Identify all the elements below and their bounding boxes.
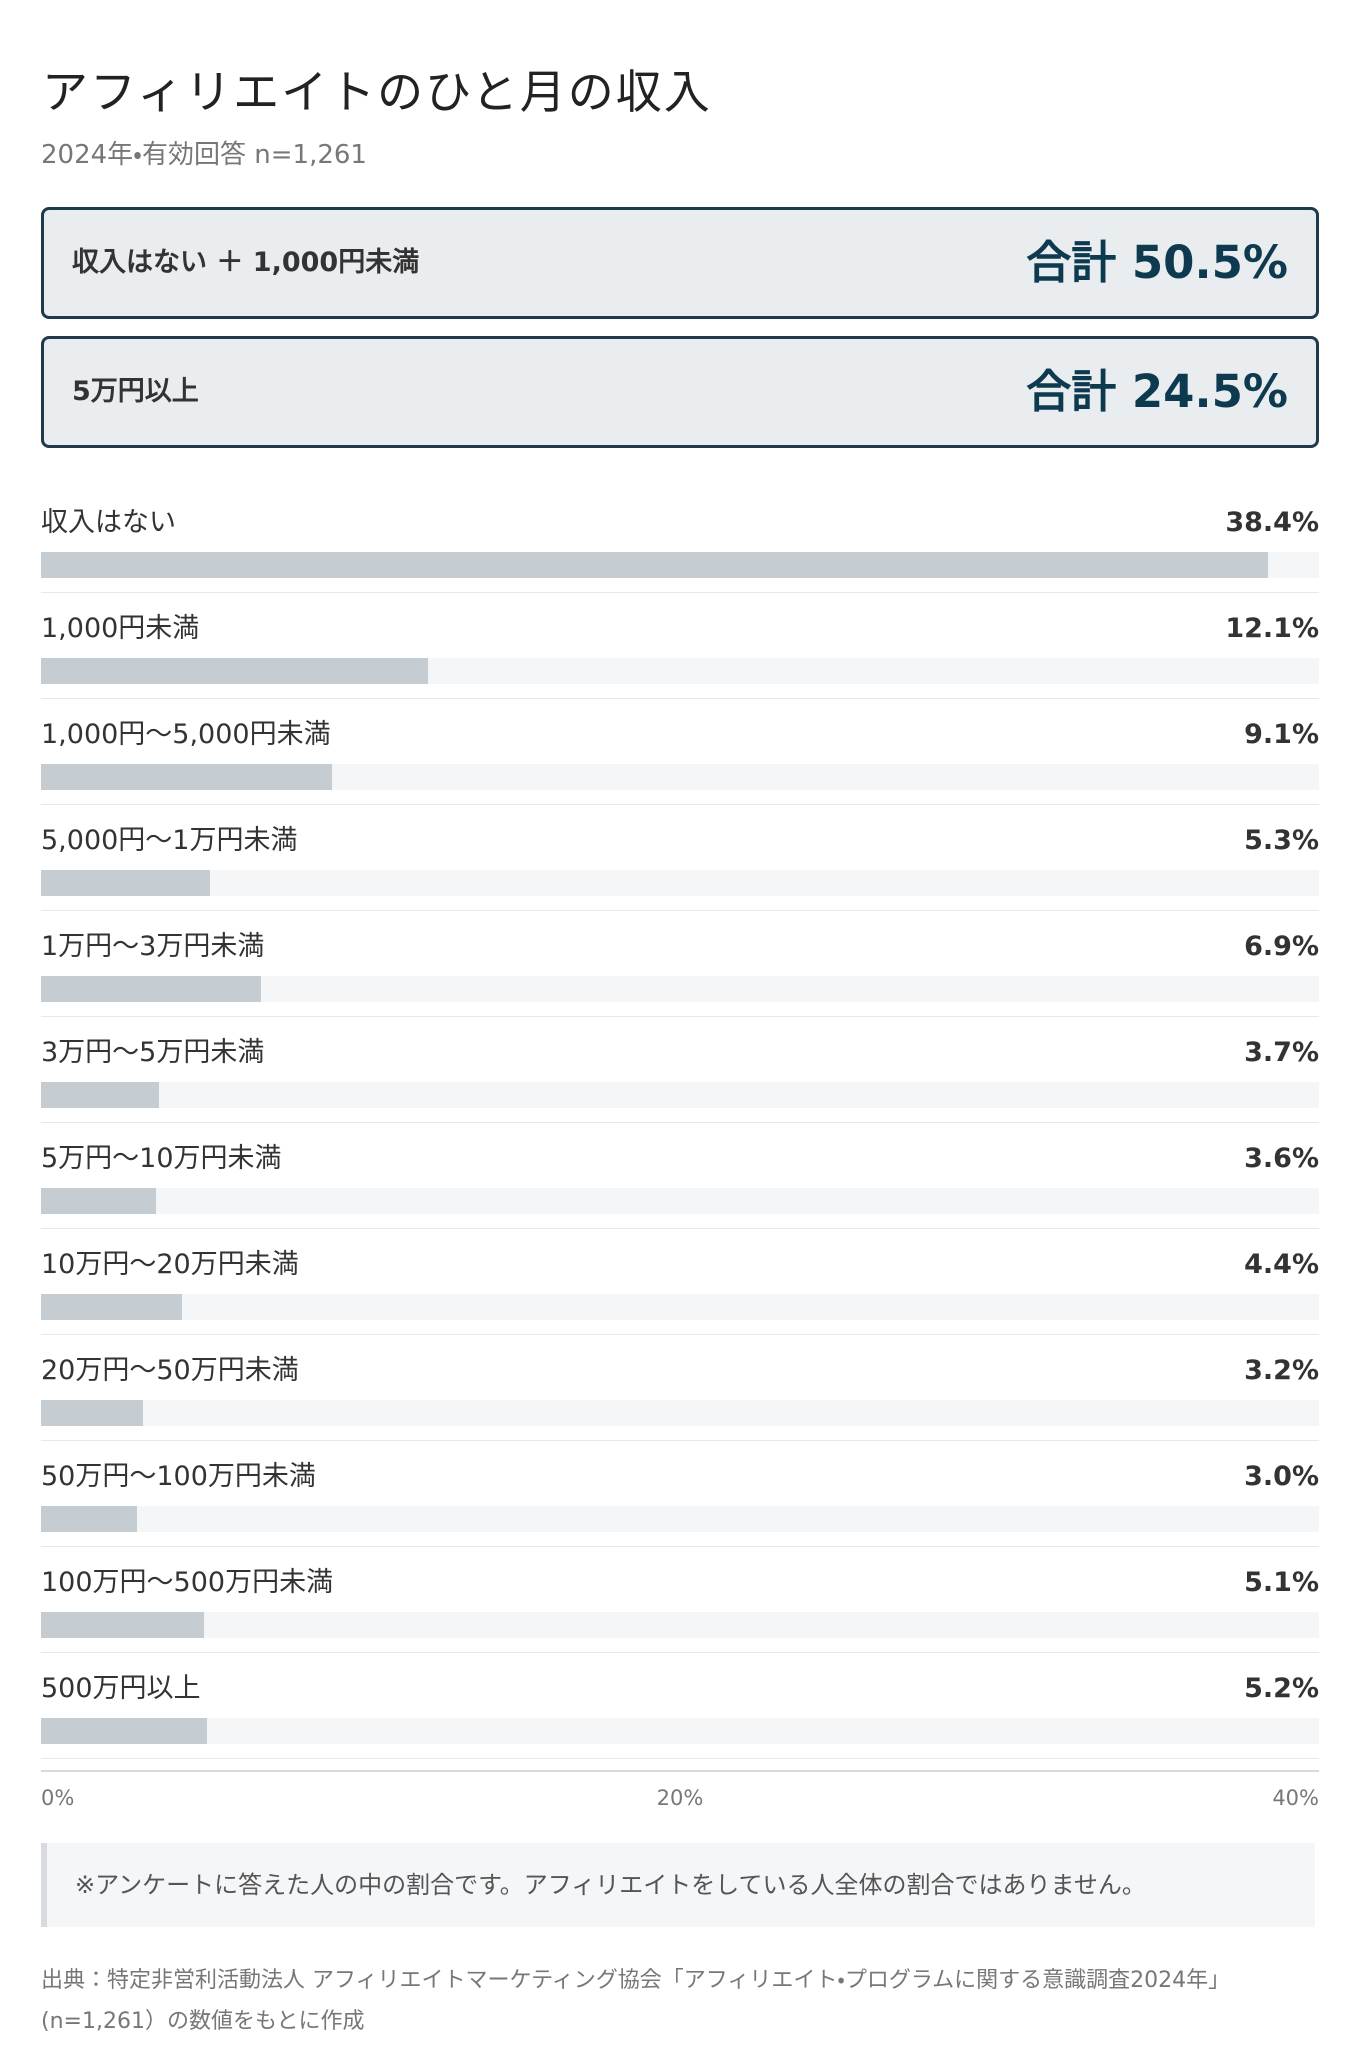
row-separator [41, 1122, 1319, 1123]
row-separator [41, 1758, 1319, 1759]
row-separator [41, 1652, 1319, 1653]
bar [41, 1506, 137, 1532]
value-label: 38.4% [1225, 507, 1319, 538]
note-box: ※アンケートに答えた人の中の割合です。アフィリエイトをしている人全体の割合ではあ… [41, 1843, 1315, 1927]
chart-title: アフィリエイトのひと月の収入 [42, 65, 712, 119]
value-label: 12.1% [1225, 613, 1319, 644]
row-separator [41, 592, 1319, 593]
row-separator [41, 1334, 1319, 1335]
x-tick-label: 20% [656, 1786, 704, 1810]
category-label: 1,000円未満 [41, 613, 200, 644]
bar-track [41, 1188, 1319, 1214]
bar [41, 1718, 208, 1744]
bar [41, 1188, 157, 1214]
chart-subtitle: 2024年・有効回答 n=1,261 [41, 140, 367, 170]
category-label: 50万円〜100万円未満 [41, 1461, 316, 1492]
x-tick-label: 0% [41, 1786, 75, 1810]
category-label: 5万円〜10万円未満 [41, 1143, 282, 1174]
row-separator [41, 804, 1319, 805]
x-axis-line [41, 1770, 1319, 1772]
bar [41, 976, 262, 1002]
category-label: 500万円以上 [41, 1673, 201, 1704]
category-label: 1万円〜3万円未満 [41, 931, 265, 962]
value-label: 5.1% [1244, 1567, 1319, 1598]
bar-track [41, 1400, 1319, 1426]
row-separator [41, 910, 1319, 911]
category-label: 1,000円〜5,000円未満 [41, 719, 331, 750]
bar [41, 658, 428, 684]
summary-label: 5万円以上 [72, 376, 199, 407]
value-label: 5.2% [1244, 1673, 1319, 1704]
summary-total: 合計 24.5% [1026, 365, 1288, 418]
row-separator [41, 1546, 1319, 1547]
value-label: 3.6% [1244, 1143, 1319, 1174]
value-label: 3.7% [1244, 1037, 1319, 1068]
note-text: ※アンケートに答えた人の中の割合です。アフィリエイトをしている人全体の割合ではあ… [75, 1871, 1146, 1899]
category-label: 20万円〜50万円未満 [41, 1355, 299, 1386]
bar-track [41, 1718, 1319, 1744]
value-label: 6.9% [1244, 931, 1319, 962]
category-label: 3万円〜5万円未満 [41, 1037, 265, 1068]
category-label: 100万円〜500万円未満 [41, 1567, 334, 1598]
bar [41, 764, 332, 790]
value-label: 5.3% [1244, 825, 1319, 856]
bar-track [41, 870, 1319, 896]
summary-box: 5万円以上 合計 24.5% [41, 336, 1319, 448]
summary-box: 収入はない ＋ 1,000円未満 合計 50.5% [41, 207, 1319, 319]
bar [41, 1082, 160, 1108]
bar-track [41, 1506, 1319, 1532]
row-separator [41, 1440, 1319, 1441]
category-label: 収入はない [41, 507, 176, 538]
row-separator [41, 1228, 1319, 1229]
category-label: 5,000円〜1万円未満 [41, 825, 298, 856]
bar [41, 1294, 182, 1320]
bar [41, 552, 1268, 578]
row-separator [41, 698, 1319, 699]
category-label: 10万円〜20万円未満 [41, 1249, 299, 1280]
summary-label: 収入はない ＋ 1,000円未満 [72, 247, 420, 278]
row-separator [41, 1016, 1319, 1017]
x-tick-label: 40% [1272, 1786, 1319, 1810]
value-label: 9.1% [1244, 719, 1319, 750]
bar-track [41, 1294, 1319, 1320]
value-label: 3.2% [1244, 1355, 1319, 1386]
bar [41, 870, 211, 896]
value-label: 3.0% [1244, 1461, 1319, 1492]
value-label: 4.4% [1244, 1249, 1319, 1280]
bar-track [41, 1082, 1319, 1108]
summary-total: 合計 50.5% [1026, 236, 1288, 289]
bar [41, 1400, 144, 1426]
source-text: 出典：特定非営利活動法人 アフィリエイトマーケティング協会「アフィリエイト・プロ… [41, 1968, 1231, 2034]
bar [41, 1612, 204, 1638]
bar-track [41, 1612, 1319, 1638]
